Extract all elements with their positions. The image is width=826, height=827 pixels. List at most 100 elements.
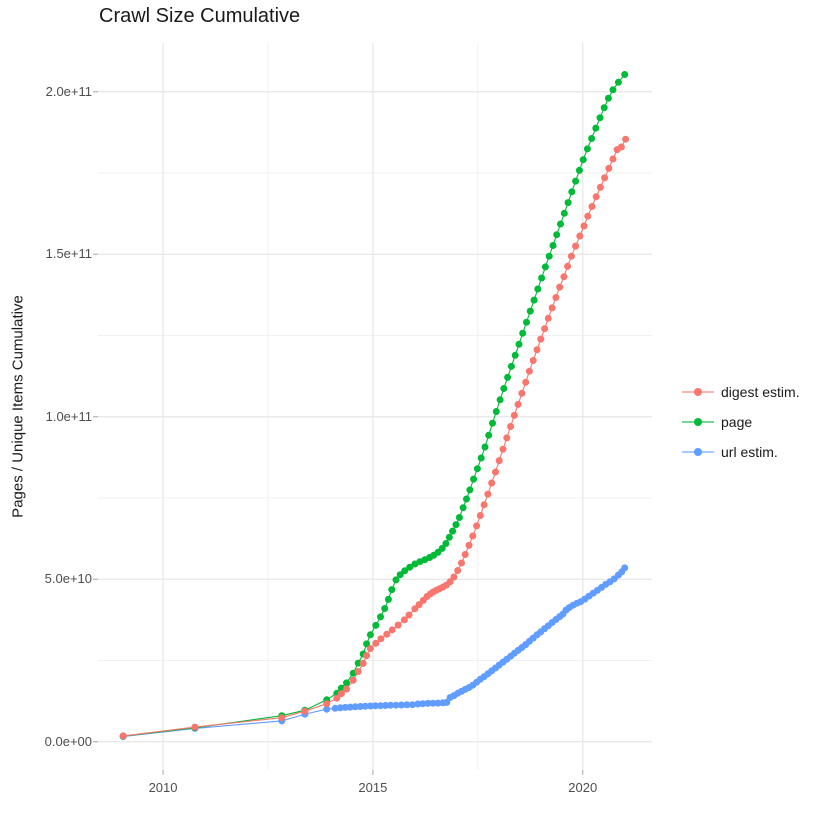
- data-point: [495, 457, 503, 465]
- data-point: [443, 698, 451, 706]
- data-point: [572, 242, 580, 250]
- data-point: [510, 411, 518, 419]
- data-point: [356, 703, 364, 710]
- data-point: [557, 220, 564, 228]
- data-point: [553, 231, 561, 239]
- data-point: [403, 701, 411, 709]
- x-tick-label: 2010: [148, 780, 178, 795]
- data-point: [351, 703, 359, 711]
- y-tick-label: 5.0e+10: [44, 571, 92, 587]
- data-point: [492, 408, 500, 415]
- data-point: [622, 135, 630, 143]
- data-point: [500, 385, 508, 392]
- data-point: [449, 527, 457, 535]
- chart-title: Crawl Size Cumulative: [99, 5, 301, 27]
- legend-dot-icon: [694, 448, 702, 456]
- data-point: [544, 314, 552, 322]
- data-point: [419, 700, 427, 708]
- data-point: [507, 362, 515, 370]
- data-point: [396, 571, 404, 579]
- data-point: [473, 465, 481, 473]
- data-point: [343, 679, 350, 687]
- legend-item-page: page: [682, 407, 800, 437]
- axis-tick-marks: [93, 91, 584, 775]
- data-point: [560, 273, 568, 281]
- data-point: [604, 94, 612, 102]
- data-point: [567, 252, 575, 260]
- data-point: [333, 694, 341, 702]
- data-point: [406, 563, 414, 571]
- data-point: [450, 573, 458, 581]
- data-point: [466, 486, 474, 494]
- data-point: [525, 367, 533, 375]
- legend-label: url estim.: [721, 444, 778, 460]
- data-point: [359, 659, 367, 667]
- data-point: [323, 705, 331, 713]
- legend-item-url-estim: url estim.: [682, 437, 800, 467]
- data-point: [515, 340, 523, 348]
- data-point: [530, 296, 538, 304]
- series-page: [119, 71, 629, 740]
- legend-dot-icon: [694, 388, 702, 396]
- data-point: [452, 521, 460, 529]
- data-point: [392, 576, 400, 584]
- data-point: [484, 490, 492, 498]
- data-point: [534, 285, 542, 293]
- data-point: [489, 419, 496, 427]
- data-point: [377, 635, 385, 643]
- data-point: [405, 611, 413, 619]
- data-point: [592, 193, 600, 201]
- data-point: [477, 454, 485, 462]
- data-point: [354, 659, 362, 667]
- data-point: [541, 325, 549, 333]
- data-point: [331, 704, 339, 712]
- data-point: [354, 668, 362, 675]
- data-point: [560, 209, 568, 217]
- data-point: [552, 294, 560, 301]
- data-point: [496, 396, 504, 404]
- data-point: [481, 443, 489, 451]
- legend-key-icon: [682, 383, 714, 401]
- data-point: [541, 263, 549, 271]
- data-point: [507, 423, 515, 430]
- y-tick-label: 1.5e+11: [45, 246, 92, 262]
- data-point: [538, 274, 546, 282]
- major-gridlines: [98, 43, 652, 770]
- data-point: [583, 145, 591, 153]
- minor-gridlines: [98, 43, 652, 770]
- data-point: [377, 702, 384, 710]
- data-point: [575, 166, 583, 174]
- data-point: [522, 378, 530, 386]
- data-point: [446, 578, 454, 586]
- data-point: [371, 702, 379, 710]
- data-point: [388, 626, 396, 634]
- data-point: [394, 621, 402, 629]
- y-tick-label: 1.0e+11: [45, 408, 92, 424]
- data-point: [387, 701, 394, 709]
- data-point: [596, 114, 604, 122]
- data-point: [363, 640, 371, 648]
- data-point: [568, 188, 576, 196]
- legend-label: digest estim.: [721, 384, 800, 400]
- data-point: [119, 732, 127, 740]
- data-point: [434, 699, 442, 707]
- data-point: [511, 351, 519, 359]
- data-point: [514, 400, 522, 408]
- data-point: [488, 479, 496, 487]
- data-point: [372, 621, 380, 629]
- data-point: [469, 532, 477, 540]
- data-point: [576, 232, 584, 240]
- data-point: [458, 559, 465, 567]
- legend-item-digest-estim: digest estim.: [682, 377, 800, 407]
- data-point: [459, 504, 467, 512]
- data-point: [564, 199, 572, 207]
- data-point: [596, 183, 604, 191]
- data-point: [492, 468, 499, 476]
- series-digest-estim: [119, 135, 630, 740]
- data-point: [366, 645, 374, 652]
- data-point: [381, 605, 389, 612]
- x-tick-label: 2015: [358, 780, 388, 795]
- data-point: [349, 676, 357, 684]
- data-point: [614, 78, 622, 86]
